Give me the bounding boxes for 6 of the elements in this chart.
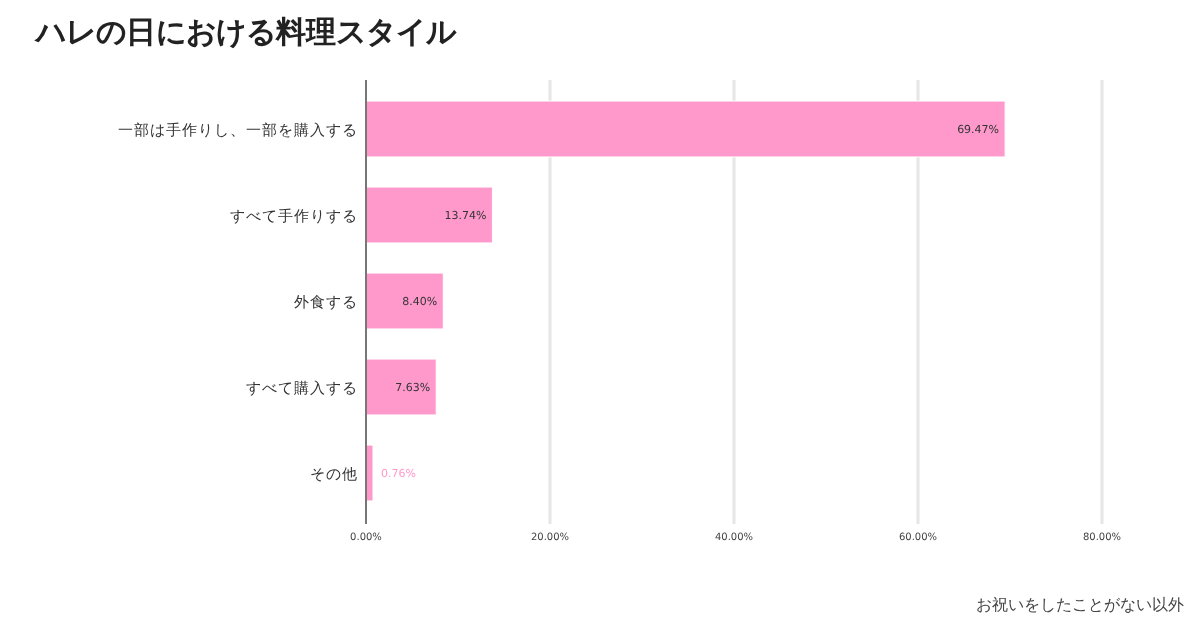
chart-title: ハレの日における料理スタイル [34, 14, 458, 50]
bar [365, 186, 493, 244]
bar [365, 358, 437, 416]
text: お祝いをしたことがない以外 [976, 596, 1184, 614]
bar [365, 272, 444, 330]
bar [365, 100, 1006, 158]
